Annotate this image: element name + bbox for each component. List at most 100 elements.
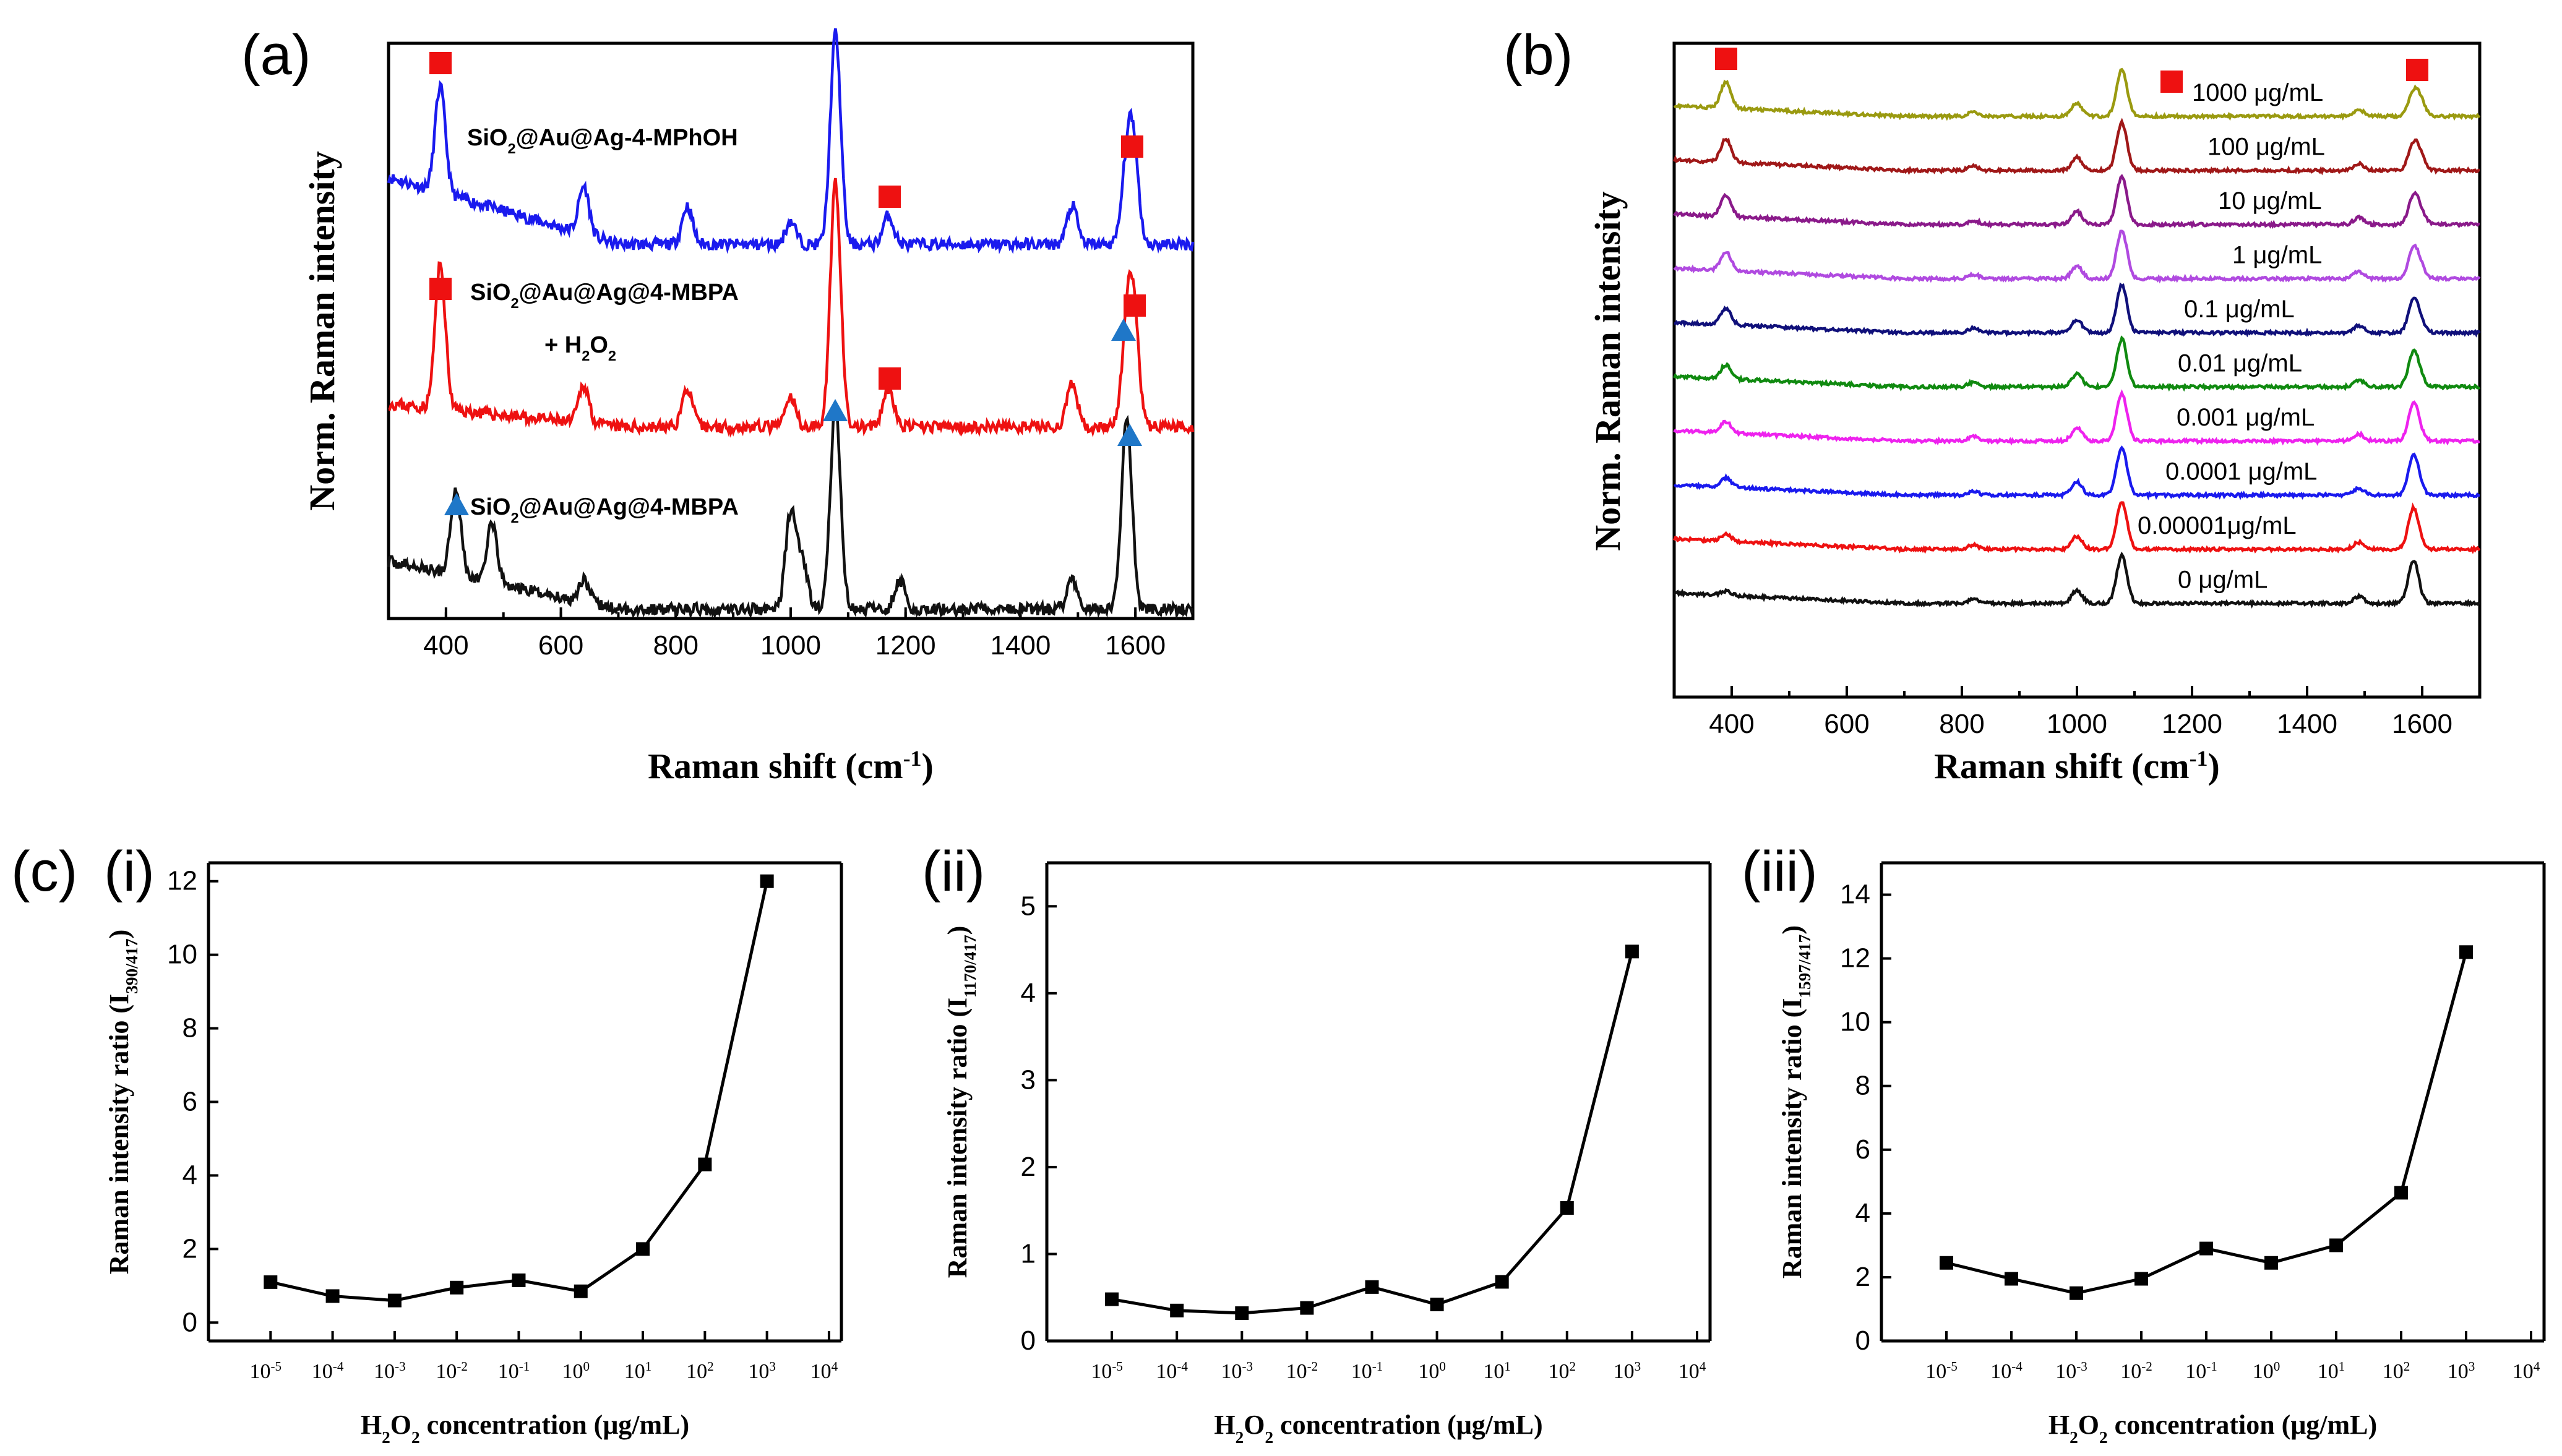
- x-tick-label-c: 10-2: [436, 1359, 468, 1383]
- x-tick-label-c: 101: [2318, 1359, 2345, 1383]
- data-point-c: [2134, 1272, 2148, 1286]
- x-tick-label-c: 101: [624, 1359, 652, 1383]
- series-label-a-2b: + H2O2: [544, 332, 616, 364]
- x-tick-label-c: 10-1: [498, 1359, 530, 1383]
- y-axis-label-a: Norm. Raman intensity: [302, 151, 342, 511]
- y-tick-label-c: 6: [183, 1087, 197, 1117]
- data-point-c: [1170, 1303, 1184, 1317]
- x-axis-label-c: H2O2 concentration (μg/mL): [361, 1410, 689, 1447]
- series-line-b: [1672, 335, 2481, 392]
- red-square-marker: [1124, 294, 1146, 317]
- y-tick-label-c: 6: [1855, 1134, 1870, 1165]
- series-line-b: [1673, 445, 2480, 500]
- red-square-marker: [2160, 71, 2183, 93]
- data-point-c: [2459, 945, 2473, 959]
- data-point-c: [2329, 1238, 2343, 1253]
- x-axis-label-a: Raman shift (cm-1): [648, 746, 934, 786]
- y-tick-label-c: 4: [1021, 978, 1036, 1008]
- series-line-b: [1673, 229, 2481, 284]
- data-point-c: [574, 1284, 588, 1298]
- series-label-a-2: SiO2@Au@Ag@4-MBPA: [470, 280, 739, 311]
- x-tick-label-c: 104: [810, 1359, 838, 1383]
- data-point-c: [2199, 1241, 2213, 1256]
- x-tick-label-c: 10-1: [2185, 1359, 2217, 1383]
- series-line-a: [387, 28, 1195, 255]
- x-tick-label-a: 600: [538, 630, 583, 661]
- x-tick-label-c: 10-4: [1990, 1359, 2023, 1383]
- data-point-c: [1495, 1275, 1509, 1289]
- series-label-a-3: SiO2@Au@Ag@4-MBPA: [470, 494, 739, 526]
- x-axis-label-c: H2O2 concentration (μg/mL): [1214, 1410, 1542, 1447]
- data-point-c: [2005, 1272, 2018, 1286]
- x-tick-label-c: 10-3: [2055, 1359, 2087, 1383]
- series-label-a-1: SiO2@Au@Ag-4-MPhOH: [467, 125, 738, 156]
- x-tick-label-c: 100: [562, 1359, 590, 1383]
- x-tick-label-c: 104: [2513, 1359, 2540, 1383]
- x-tick-label-c: 10-5: [250, 1359, 282, 1383]
- red-square-marker: [879, 367, 901, 390]
- y-tick-label-c: 14: [1840, 880, 1870, 910]
- red-square-marker: [2406, 59, 2428, 81]
- x-tick-label-b: 400: [1709, 709, 1754, 739]
- red-square-marker: [1121, 135, 1143, 158]
- series-line-a: [387, 404, 1195, 620]
- series-line-b: [1672, 501, 2481, 554]
- y-tick-label-c: 1: [1021, 1238, 1036, 1269]
- y-tick-label-c: 0: [183, 1307, 197, 1337]
- x-tick-label-a: 400: [423, 630, 468, 661]
- y-tick-label-c: 2: [1855, 1262, 1870, 1292]
- x-tick-label-c: 102: [686, 1359, 714, 1383]
- data-point-c: [1940, 1256, 1953, 1270]
- red-square-marker: [1715, 48, 1737, 70]
- y-axis-label-c: Raman intensity ratio (I1597/417): [1777, 925, 1814, 1278]
- plot-frame-a: [387, 41, 1195, 620]
- x-tick-label-c: 102: [1549, 1359, 1576, 1383]
- x-tick-label-c: 10-5: [1925, 1359, 1958, 1383]
- series-line-b: [1673, 67, 2481, 121]
- concentration-label-b: 10 μg/mL: [2218, 187, 2322, 215]
- panel-label-a: (a): [241, 24, 311, 87]
- x-tick-label-a: 800: [653, 630, 699, 661]
- panel-label-c-sub: (i): [104, 840, 155, 903]
- data-point-c: [1235, 1306, 1249, 1321]
- data-point-c: [325, 1289, 340, 1303]
- x-axis-label-c: H2O2 concentration (μg/mL): [2048, 1410, 2377, 1447]
- blue-triangle-marker: [1111, 319, 1136, 341]
- panel-label-c: (c): [11, 840, 77, 903]
- y-tick-label-c: 8: [1855, 1071, 1870, 1101]
- x-tick-label-c: 10-1: [1351, 1359, 1383, 1383]
- x-tick-label-b: 600: [1824, 709, 1869, 739]
- concentration-label-b: 0.1 μg/mL: [2184, 296, 2295, 323]
- data-point-c: [1430, 1297, 1444, 1311]
- data-point-c: [450, 1280, 464, 1295]
- red-square-marker: [879, 186, 901, 208]
- y-tick-label-c: 3: [1021, 1064, 1036, 1095]
- x-tick-label-c: 100: [1418, 1359, 1446, 1383]
- y-tick-label-c: 8: [183, 1013, 197, 1043]
- red-square-marker: [429, 52, 452, 74]
- data-point-c: [512, 1273, 526, 1287]
- series-line-b: [1673, 174, 2480, 230]
- y-tick-label-c: 0: [1021, 1325, 1036, 1356]
- series-line-b: [1674, 282, 2481, 338]
- x-tick-label-b: 1200: [2162, 709, 2222, 739]
- data-point-c: [2394, 1186, 2408, 1200]
- data-point-c: [698, 1157, 712, 1171]
- x-tick-label-b: 1600: [2392, 709, 2452, 739]
- y-axis-label-c: Raman intensity ratio (I390/417): [104, 930, 141, 1274]
- data-point-c: [2070, 1286, 2083, 1300]
- y-tick-label-c: 4: [1855, 1198, 1870, 1228]
- x-tick-label-c: 103: [2448, 1359, 2475, 1383]
- data-point-c: [1300, 1301, 1314, 1315]
- concentration-label-b: 1000 μg/mL: [2192, 79, 2323, 106]
- x-tick-label-a: 1000: [760, 630, 821, 661]
- x-tick-label-c: 103: [1614, 1359, 1641, 1383]
- x-tick-label-c: 10-4: [312, 1359, 344, 1383]
- x-tick-label-c: 100: [2253, 1359, 2280, 1383]
- data-point-c: [1560, 1201, 1574, 1215]
- concentration-label-b: 0.001 μg/mL: [2177, 404, 2315, 431]
- x-tick-label-c: 10-2: [1286, 1359, 1318, 1383]
- x-axis-label-b: Raman shift (cm-1): [1934, 746, 2220, 786]
- x-tick-label-c: 10-4: [1156, 1359, 1188, 1383]
